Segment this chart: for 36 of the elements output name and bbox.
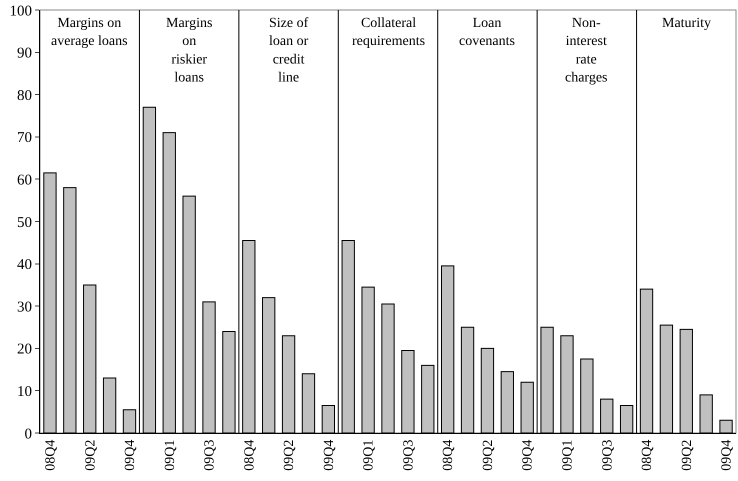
y-tick-label: 0 xyxy=(24,426,32,442)
x-tick-label: 09Q2 xyxy=(680,440,695,471)
x-tick-label: 09Q2 xyxy=(83,440,98,471)
y-tick-label: 50 xyxy=(17,214,32,231)
x-tick-label: 09Q2 xyxy=(480,440,496,471)
x-tick-label: 09Q1 xyxy=(162,440,178,471)
annotation: Maturity xyxy=(662,16,711,31)
annotation: Non- interest rate charges xyxy=(565,16,608,86)
x-tick-label: 09Q3 xyxy=(401,440,416,471)
x-tick-label: 09Q3 xyxy=(202,440,218,471)
x-tick-label: 09Q4 xyxy=(720,440,735,471)
y-tick-label: 100 xyxy=(10,3,32,20)
annotation: Size of loan or credit line xyxy=(269,16,309,86)
y-tick-label: 20 xyxy=(17,342,32,358)
x-tick-label: 08Q4 xyxy=(441,440,456,471)
annotation: Loan covenants xyxy=(459,16,515,50)
x-tick-label: 09Q4 xyxy=(322,440,337,471)
y-tick-label: 90 xyxy=(17,46,32,62)
x-tick-label: 09Q1 xyxy=(362,440,377,471)
x-tick-label: 08Q4 xyxy=(242,440,258,471)
y-tick-label: 40 xyxy=(17,257,32,274)
y-tick-label: 60 xyxy=(17,172,32,188)
y-tick-label: 30 xyxy=(17,299,32,316)
x-tick-label: 09Q3 xyxy=(600,440,616,471)
annotation: Margins on average loans xyxy=(51,16,128,50)
annotation: Collateral requirements xyxy=(352,16,426,50)
x-tick-label: 09Q4 xyxy=(520,440,536,471)
x-tick-label: 08Q4 xyxy=(43,440,58,471)
y-tick-label: 70 xyxy=(17,130,32,146)
annotation: Margins on riskier loans xyxy=(166,16,212,86)
x-tick-label: 09Q2 xyxy=(282,440,298,471)
y-tick-label: 80 xyxy=(17,88,32,104)
x-tick-label: 08Q4 xyxy=(640,440,656,471)
x-tick-label: 09Q4 xyxy=(123,440,138,471)
x-tick-label: 09Q1 xyxy=(560,440,576,471)
y-tick-label: 10 xyxy=(17,384,32,400)
